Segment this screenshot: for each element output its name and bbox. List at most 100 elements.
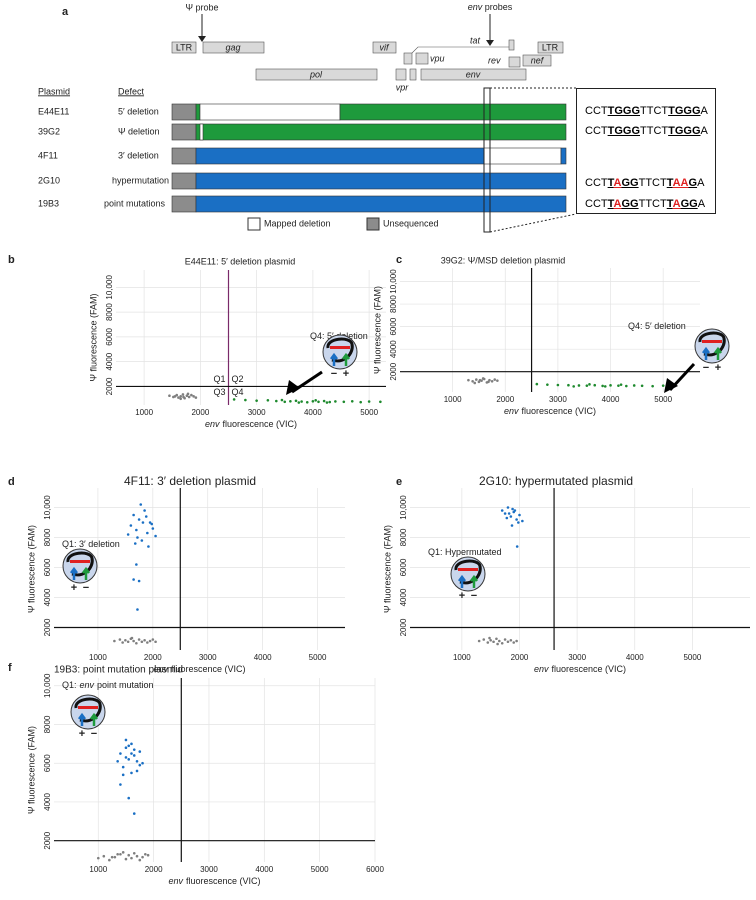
deletion (199, 103, 341, 121)
point (168, 394, 171, 398)
point (515, 545, 519, 548)
x-tick-label: 5000 (654, 395, 672, 404)
point (632, 384, 636, 387)
point (143, 509, 146, 512)
point (148, 521, 152, 524)
legend-label: Unsequenced (383, 218, 439, 228)
splice-line (411, 46, 509, 54)
y-axis-label: Ψ fluorescence (FAM) (88, 293, 98, 381)
point (294, 399, 298, 403)
y-tick-label: 4000 (43, 588, 52, 606)
point (177, 396, 180, 399)
point (500, 641, 504, 645)
point (317, 400, 320, 404)
x-tick-label: 2000 (144, 653, 162, 662)
y-tick-label: 6000 (389, 317, 398, 335)
point (132, 513, 135, 517)
unsequenced (171, 172, 197, 190)
point (619, 383, 623, 386)
panel-label: e (396, 476, 402, 488)
seq-part: CCT (585, 198, 608, 210)
point (151, 527, 155, 530)
x-tick-label: 2000 (145, 865, 163, 874)
point (132, 851, 136, 855)
gene-box (395, 68, 407, 81)
region (195, 147, 485, 165)
point (509, 638, 513, 642)
point (572, 385, 575, 388)
point (515, 639, 518, 643)
point (289, 399, 292, 403)
seq-part: T (666, 177, 673, 189)
point (121, 765, 125, 769)
x-tick-label: 4000 (255, 865, 273, 874)
point (137, 518, 141, 521)
probe-arrowhead (486, 40, 494, 46)
y-tick-label: 2000 (389, 362, 398, 380)
sequence: CCTTGGGTTCTTGGGA (585, 105, 708, 117)
legend-label: Mapped deletion (264, 218, 331, 228)
point (518, 513, 521, 517)
point (283, 400, 287, 404)
point (505, 516, 509, 520)
point (132, 639, 135, 643)
point (661, 384, 665, 387)
point (96, 856, 100, 860)
point (577, 384, 581, 387)
point (113, 855, 117, 859)
point (350, 399, 354, 403)
x-axis-label-part: env (504, 406, 519, 416)
gene-box (171, 41, 197, 54)
point (640, 384, 644, 388)
x-tick-label: 3000 (248, 408, 266, 417)
seq-part: A (672, 198, 681, 210)
x-axis-label-part: fluorescence (VIC) (222, 419, 297, 429)
x-tick-label: 1000 (135, 408, 153, 417)
point (186, 392, 190, 396)
icon-cell (62, 548, 98, 584)
point (135, 563, 138, 566)
icon-cell (450, 556, 486, 592)
seq-part: TGGG (668, 105, 701, 117)
unsequenced (171, 123, 197, 141)
seq-part: TGGG (668, 125, 701, 137)
icon-cell (322, 334, 358, 370)
point (127, 796, 131, 800)
seq-part: A (700, 125, 708, 137)
icon-arrow (470, 574, 478, 588)
x-tick-label: 1000 (453, 653, 471, 662)
sign: − (83, 582, 89, 594)
point (124, 638, 127, 642)
y-tick-label: 6000 (43, 558, 52, 576)
point (133, 542, 137, 545)
point (113, 639, 116, 643)
gene-box (522, 54, 552, 67)
gene-box (537, 41, 564, 54)
defect: Ψ deletion (118, 126, 160, 136)
sign: + (71, 582, 77, 594)
plasmid-name: 39G2 (38, 126, 60, 136)
probe-label-part: env (468, 2, 483, 12)
sign: + (715, 362, 721, 374)
sequence-box: CCTTGGGTTCTTGGGA CCTTGGGTTCTTGGGA CCTTAG… (576, 88, 716, 214)
x-axis-label-part: fluorescence (VIC) (186, 876, 261, 886)
point (116, 852, 119, 856)
y-axis-label: Ψ fluorescence (FAM) (26, 525, 36, 613)
point (513, 509, 517, 512)
point (132, 578, 135, 581)
point (118, 638, 122, 641)
annotation: Q4: 5′ deletion (628, 321, 686, 331)
annotation: Q1: 3′ deletion (62, 539, 120, 549)
chart-title: 4F11: 3′ deletion plasmid (124, 474, 256, 488)
probe-label-part: probes (485, 2, 513, 12)
point (498, 639, 501, 643)
unsequenced (171, 103, 197, 121)
point (127, 758, 131, 761)
x-tick-label: 4000 (254, 653, 272, 662)
point (110, 855, 114, 859)
quadrant-label: Q1 (213, 374, 225, 384)
point (124, 746, 128, 750)
seq-part: CCT (585, 125, 608, 137)
x-axis-label-part: env (168, 876, 183, 886)
point (144, 852, 147, 856)
